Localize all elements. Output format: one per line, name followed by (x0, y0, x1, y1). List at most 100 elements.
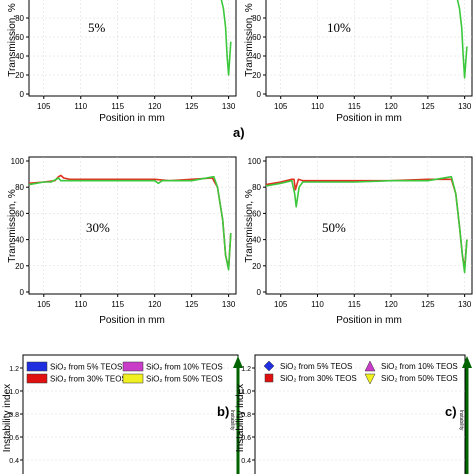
y-tick-label: 60 (252, 209, 261, 218)
plot-frame (22, 354, 239, 474)
y-tick-label: 0.8 (241, 412, 251, 419)
y-tick-label: 0.4 (9, 458, 19, 465)
x-tick-label: 130 (222, 300, 236, 309)
x-tick-label: 125 (185, 102, 199, 111)
legend: SiO₂ from 5% TEOS SiO₂ from 10% TEOS SiO… (263, 360, 458, 385)
legend-label: SiO₂ from 50% TEOS (146, 375, 223, 384)
tick-group: 105 110 115 120 125 130 0 20 40 60 80 100 (248, 157, 472, 309)
x-tick-label: 120 (384, 102, 398, 111)
y-tick-label: 60 (15, 33, 24, 42)
y-tick-label: 0 (20, 90, 25, 99)
tick-group: 105 110 115 120 125 130 0 20 40 60 80 100 (11, 157, 236, 309)
legend-item: SiO₂ from 50% TEOS (122, 373, 223, 384)
y-tick-label: 1.0 (9, 389, 19, 396)
y-tick-label: 60 (15, 209, 24, 218)
tick-group: 0.4 0.6 0.8 1.0 1.2 (9, 366, 23, 465)
x-tick-label: 105 (274, 300, 288, 309)
legend-label: SiO₂ from 5% TEOS (50, 363, 122, 372)
legend-item: SiO₂ from 5% TEOS (263, 360, 352, 372)
series-group (28, 174, 232, 271)
x-tick-label: 110 (74, 300, 87, 309)
instability-arrow (233, 356, 243, 474)
series-line (456, 0, 468, 79)
x-tick-label: 115 (348, 300, 361, 309)
y-tick-label: 40 (252, 52, 261, 61)
series-line (265, 178, 468, 270)
legend-item: SiO₂ from 50% TEOS (364, 373, 458, 385)
x-axis-label: Position in mm (99, 113, 165, 124)
x-axis-label: Position in mm (336, 113, 402, 124)
x-tick-label: 105 (37, 300, 51, 309)
series-group (265, 175, 468, 274)
y-tick-label: 20 (15, 262, 24, 271)
mid-left-panel: 105 110 115 120 125 130 0 20 40 60 80 100 30% Posit… (7, 156, 237, 326)
legend-marker-triangle-down (364, 373, 376, 385)
legend-label: SiO₂ from 10% TEOS (146, 363, 223, 372)
legend-swatch (26, 361, 48, 372)
x-tick-label: 110 (311, 300, 324, 309)
panel-label-b: b) (217, 404, 229, 419)
y-tick-label: 0.6 (9, 435, 19, 442)
y-axis-label: Instability index (2, 384, 13, 452)
y-tick-label: 80 (252, 14, 261, 23)
y-tick-label: 20 (15, 71, 24, 80)
percent-label: 5% (88, 20, 106, 35)
y-axis-label: Transmission, % (7, 189, 18, 263)
plot-frame (254, 354, 466, 474)
plot-frame (265, 156, 473, 295)
bottom-left-panel: 0.4 0.6 0.8 1.0 1.2 SiO₂ from 5% TEOS SiO₂ f… (2, 354, 243, 474)
plot-frame (265, 0, 473, 97)
bottom-right-panel: 0.4 0.6 0.8 1.0 1.2 SiO₂ from 5% TEOS SiO₂ f… (235, 354, 472, 474)
x-axis-label: Position in mm (336, 315, 402, 326)
series-group (456, 0, 468, 79)
x-tick-label: 130 (458, 102, 472, 111)
x-axis-label: Position in mm (99, 315, 165, 326)
x-tick-label: 110 (74, 102, 87, 111)
tick-group: 105 110 115 120 125 130 0 20 40 60 80 (252, 14, 472, 111)
legend-marker-diamond (263, 360, 275, 372)
percent-label: 10% (327, 20, 351, 35)
legend-item: SiO₂ from 5% TEOS (26, 361, 122, 372)
panel-label-c: c) (445, 404, 457, 419)
legend-swatch (122, 373, 144, 384)
y-tick-label: 0 (20, 288, 25, 297)
legend-label: SiO₂ from 10% TEOS (381, 362, 458, 371)
legend-marker-triangle (364, 360, 376, 372)
instability-arrow (462, 356, 472, 474)
series-line (220, 0, 232, 76)
legend-swatch (26, 373, 48, 384)
top-right-panel: 105 110 115 120 125 130 0 20 40 60 80 10% Position… (244, 0, 473, 124)
y-axis-label: Transmission, % (244, 189, 255, 263)
percent-label: 50% (322, 220, 346, 235)
y-tick-label: 100 (11, 157, 25, 166)
grid (266, 0, 472, 96)
legend-label: SiO₂ from 30% TEOS (50, 375, 127, 384)
series-line (28, 175, 232, 271)
y-tick-label: 20 (252, 71, 261, 80)
y-tick-label: 20 (252, 262, 261, 271)
y-tick-label: 1.2 (241, 366, 251, 373)
panel-label-a: a) (233, 125, 245, 140)
legend-label: SiO₂ from 5% TEOS (280, 362, 352, 371)
x-tick-label: 115 (348, 102, 361, 111)
x-tick-label: 130 (458, 300, 472, 309)
y-axis-label: Transmission, % (7, 3, 18, 77)
mid-right-panel: 105 110 115 120 125 130 0 20 40 60 80 100 50% Posit… (244, 156, 473, 326)
x-tick-label: 130 (222, 102, 236, 111)
y-tick-label: 0 (257, 90, 262, 99)
y-tick-label: 40 (15, 236, 24, 245)
instability-arrow-label: Instability (229, 410, 235, 431)
y-tick-label: 0.4 (241, 458, 251, 465)
y-tick-label: 0.8 (9, 412, 19, 419)
y-tick-label: 1.0 (241, 389, 251, 396)
legend-item: SiO₂ from 10% TEOS (122, 361, 223, 372)
legend: SiO₂ from 5% TEOS SiO₂ from 10% TEOS SiO… (26, 361, 223, 384)
x-tick-label: 125 (421, 300, 435, 309)
y-tick-label: 80 (15, 183, 24, 192)
x-tick-label: 115 (111, 102, 124, 111)
legend-label: SiO₂ from 30% TEOS (280, 374, 357, 383)
grid (29, 0, 236, 96)
legend-marker-square (264, 373, 274, 383)
plot-frame (28, 156, 237, 295)
